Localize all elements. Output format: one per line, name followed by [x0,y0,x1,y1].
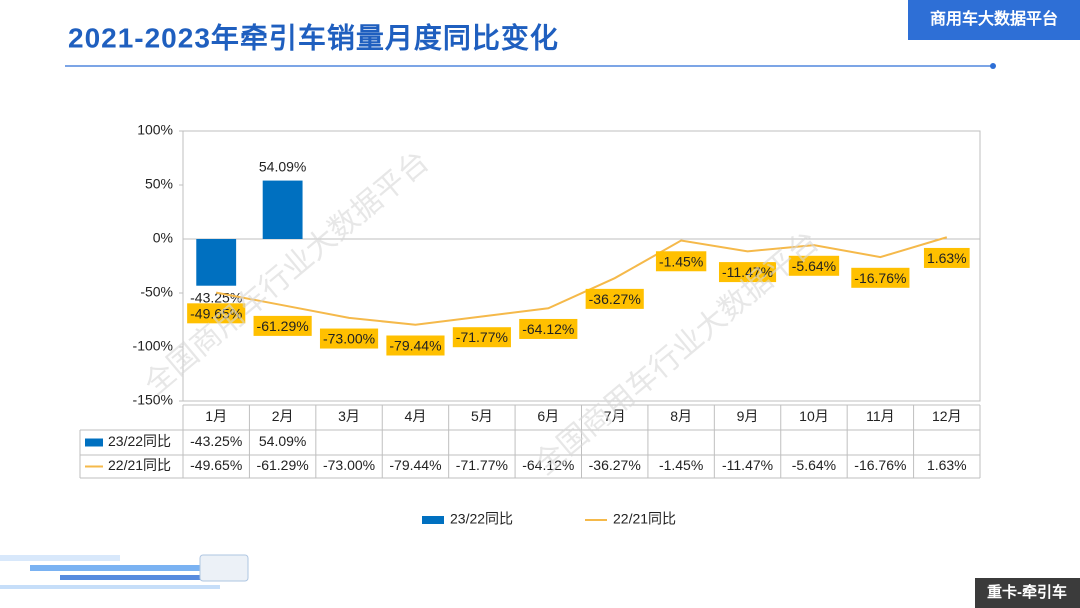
x-tick-label: 4月 [405,408,427,424]
x-tick-label: 10月 [799,408,829,424]
label-box [851,267,910,288]
line-value-label: -71.77% [456,329,508,345]
label-box [788,255,840,276]
y-tick-label: -100% [133,338,173,354]
x-tick-label: 1月 [205,408,227,424]
line-value-label: -49.65% [190,305,242,321]
line-value-label: -36.27% [589,291,641,307]
x-tick-label: 12月 [932,408,962,424]
table-cell: -49.65% [190,457,242,473]
bar-value-label: -43.25% [190,289,242,305]
line-value-label: 1.63% [927,250,967,266]
x-tick-label: 9月 [737,408,759,424]
label-box [187,303,246,324]
bar [196,239,237,286]
rule-dot [990,63,996,69]
y-tick-label: 100% [137,122,173,138]
table-cell: 54.09% [259,433,306,449]
table-cell: -36.27% [589,457,641,473]
table-key [85,438,103,447]
x-tick-label: 2月 [272,408,294,424]
label-box [253,315,312,336]
table-cell: -61.29% [257,457,309,473]
plot-frame [182,130,981,402]
line-value-label: -73.00% [323,331,375,347]
line-value-label: -64.12% [522,321,574,337]
legend-label: 22/21同比 [613,511,676,527]
label-box [718,262,777,283]
table-cell: -79.44% [389,457,441,473]
table-cell: -64.12% [522,457,574,473]
x-tick-label: 8月 [670,408,692,424]
bar [262,180,303,239]
label-box [452,327,511,348]
x-tick-label: 6月 [537,408,559,424]
label-box [319,328,379,349]
y-tick-label: 0% [153,230,173,246]
x-tick-label: 5月 [471,408,493,424]
line-value-label: -1.45% [659,253,703,269]
x-tick-label: 7月 [604,408,626,424]
table-cell: -43.25% [190,433,242,449]
table-cell: -5.64% [792,457,836,473]
legend-label: 23/22同比 [450,511,513,527]
line-value-label: -5.64% [792,258,836,274]
legend-key [422,516,444,524]
bar-value-label: 54.09% [259,158,306,174]
x-tick-label: 3月 [338,408,360,424]
table-cell: -16.76% [854,457,906,473]
table-cell: 1.63% [927,457,967,473]
line-value-label: -61.29% [257,318,309,334]
table-series-name: 22/21同比 [108,457,171,473]
slide-title: 2021-2023年牵引车销量月度同比变化 [68,21,559,53]
line-value-label: -11.47% [722,264,773,280]
y-tick-label: -150% [133,392,173,408]
table-cell: -71.77% [456,457,508,473]
badge-text: 商用车大数据平台 [930,9,1058,28]
label-box [585,288,644,309]
label-box [519,318,578,339]
truck-decoration [0,554,249,589]
badge [908,0,1080,40]
y-tick-label: 50% [145,176,173,192]
table-series-name: 23/22同比 [108,433,171,449]
label-box [655,251,707,272]
table-cell: -11.47% [722,457,773,473]
label-box [923,247,970,268]
line [216,236,948,326]
footer-badge [975,578,1080,608]
line-value-label: -79.44% [389,337,441,353]
table-cell: -73.00% [323,457,375,473]
label-box [386,335,445,356]
table-cell: -1.45% [659,457,703,473]
line-value-label: -16.76% [854,270,906,286]
footer-text: 重卡-牵引车 [987,583,1067,601]
x-tick-label: 11月 [866,408,895,424]
y-tick-label: -50% [140,284,173,300]
